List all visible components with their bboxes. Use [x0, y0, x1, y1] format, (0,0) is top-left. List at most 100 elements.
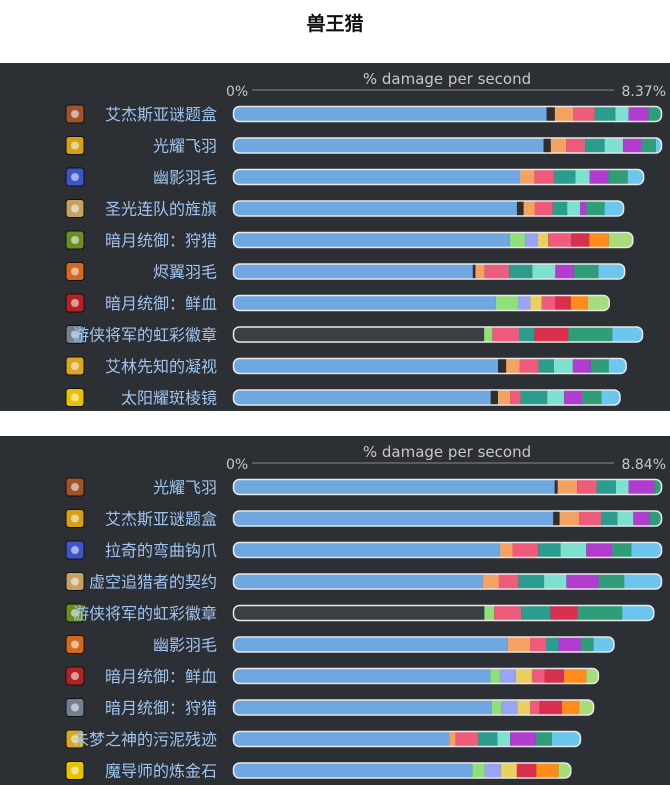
bar-row: 幽影羽毛	[65, 167, 645, 187]
bar-segment	[562, 699, 580, 716]
trinket-label: 光耀飞羽	[153, 137, 217, 156]
bar-segment	[553, 169, 576, 185]
bar-segment	[484, 263, 510, 280]
bar-segment	[598, 573, 625, 590]
bar-row: 魔导师的炼金石	[65, 761, 572, 781]
bar-segment	[538, 358, 554, 374]
bar-outline	[232, 573, 663, 590]
bar-outline	[232, 667, 600, 685]
bar-outline	[232, 636, 615, 653]
axis-min-label: 0%	[226, 84, 248, 100]
bar-segment	[601, 510, 618, 527]
trinket-label: 太阳耀斑棱镜	[121, 389, 217, 408]
bar-segment-base	[233, 510, 554, 527]
axis-max-label: 8.84%	[622, 457, 666, 473]
bar-segment	[563, 668, 587, 684]
bar-segment	[631, 542, 662, 558]
bar-segment	[564, 389, 583, 406]
bar-row: 烬翼羽毛	[65, 262, 626, 282]
trinket-label: 暗月统御：狩猎	[105, 699, 217, 718]
bar-segment	[494, 605, 522, 621]
bar-segment	[520, 389, 548, 406]
bar-segment	[515, 668, 532, 684]
bar-segment	[648, 106, 662, 122]
bar-segment	[509, 263, 533, 280]
darkmoon-blood-icon	[65, 666, 85, 686]
bar-segment	[622, 605, 655, 621]
bar-segment	[520, 169, 535, 185]
darkmoon-hunt-icon	[65, 230, 85, 250]
bar-outline	[232, 762, 572, 779]
bar-segment	[536, 762, 559, 779]
axis-max-label: 8.37%	[622, 84, 666, 100]
bar-segment	[499, 668, 516, 684]
axis-min-label: 0%	[226, 457, 248, 473]
bar-segment	[497, 358, 507, 374]
bar-segment	[484, 326, 493, 343]
bar-segment	[449, 731, 456, 747]
shadow-feather-icon	[65, 635, 85, 654]
bar-segment	[604, 200, 625, 217]
bar-segment-base	[233, 358, 498, 374]
bar-segment	[558, 636, 581, 653]
trinket-label: 虚空追猎者的契约	[89, 573, 217, 592]
bar-segment	[490, 389, 498, 406]
trinket-label: 暗月统御：鲜血	[105, 667, 217, 686]
bar-segment	[550, 137, 567, 154]
void-contract-icon	[65, 572, 85, 591]
bar-segment	[530, 699, 540, 716]
bar-segment	[490, 668, 500, 684]
bar-segment	[594, 106, 616, 122]
bar-segment	[577, 605, 623, 621]
bar-segment-base	[233, 232, 510, 248]
claw-icon	[65, 540, 85, 560]
bar-segment	[580, 636, 594, 653]
bar-row: 光耀飞羽	[65, 136, 663, 156]
bar-segment	[590, 358, 609, 374]
bar-outline	[232, 200, 625, 217]
chart-panel-top: 0% 8.37% % damage per second 艾杰斯亚谜题盒 光耀飞羽 幽影羽…	[0, 63, 670, 411]
bar-segment	[550, 605, 578, 621]
bar-segment	[521, 605, 551, 621]
radiant-plume-icon	[65, 477, 85, 497]
bar-segment	[558, 762, 572, 779]
bar-outline	[232, 231, 634, 249]
bar-segment	[612, 542, 632, 558]
bar-row: 太阳耀斑棱镜	[65, 388, 621, 408]
bar-segment	[608, 358, 627, 374]
bar-segment	[552, 200, 568, 217]
bar-segment	[499, 542, 513, 558]
bar-segment	[572, 358, 591, 374]
bar-segment	[573, 263, 599, 280]
bar-segment	[512, 542, 539, 558]
bar-segment	[586, 542, 613, 558]
sludge-icon	[65, 729, 85, 749]
trinket-label: 游侠将军的虹彩徽章	[73, 326, 217, 345]
bar-segment	[633, 510, 650, 527]
bar-segment	[546, 636, 559, 653]
bar-segment	[495, 295, 518, 311]
bar-outline	[232, 168, 645, 186]
bar-segment	[641, 137, 656, 154]
bar-segment	[510, 731, 536, 747]
bar-segment	[624, 573, 662, 590]
banner-icon	[65, 199, 85, 218]
bar-segment	[534, 169, 554, 185]
bar-segment	[497, 731, 511, 747]
bar-segment	[654, 479, 662, 495]
prism-icon	[65, 388, 85, 407]
bar-row: 暗月统御：鲜血	[65, 666, 600, 686]
bar-segment	[547, 389, 565, 406]
chart-title: % damage per second	[363, 443, 531, 461]
bar-outline	[232, 389, 621, 406]
bar-outline	[232, 105, 663, 123]
bar-row: 游侠将军的虹彩徽章	[65, 325, 644, 345]
trinket-label: 光耀飞羽	[153, 478, 217, 497]
bar-segment	[612, 326, 644, 343]
bar-segment	[484, 605, 495, 621]
bar-segment	[623, 137, 642, 154]
ranger-badge-icon	[65, 603, 85, 623]
bar-segment-base	[233, 200, 517, 217]
bar-segment	[608, 169, 628, 185]
bar-segment	[568, 326, 613, 343]
